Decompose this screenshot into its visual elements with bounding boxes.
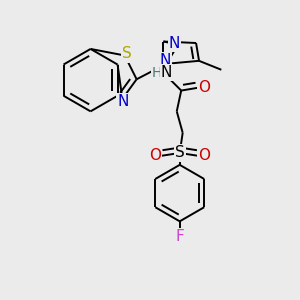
Text: F: F xyxy=(175,229,184,244)
Text: O: O xyxy=(149,148,161,164)
Text: S: S xyxy=(122,46,132,62)
Text: H: H xyxy=(152,66,162,80)
Text: O: O xyxy=(198,80,210,95)
Text: N: N xyxy=(169,35,180,50)
Text: N: N xyxy=(117,94,129,109)
Text: S: S xyxy=(175,146,184,160)
Text: N: N xyxy=(160,53,171,68)
Text: O: O xyxy=(198,148,210,164)
Text: N: N xyxy=(161,65,172,80)
